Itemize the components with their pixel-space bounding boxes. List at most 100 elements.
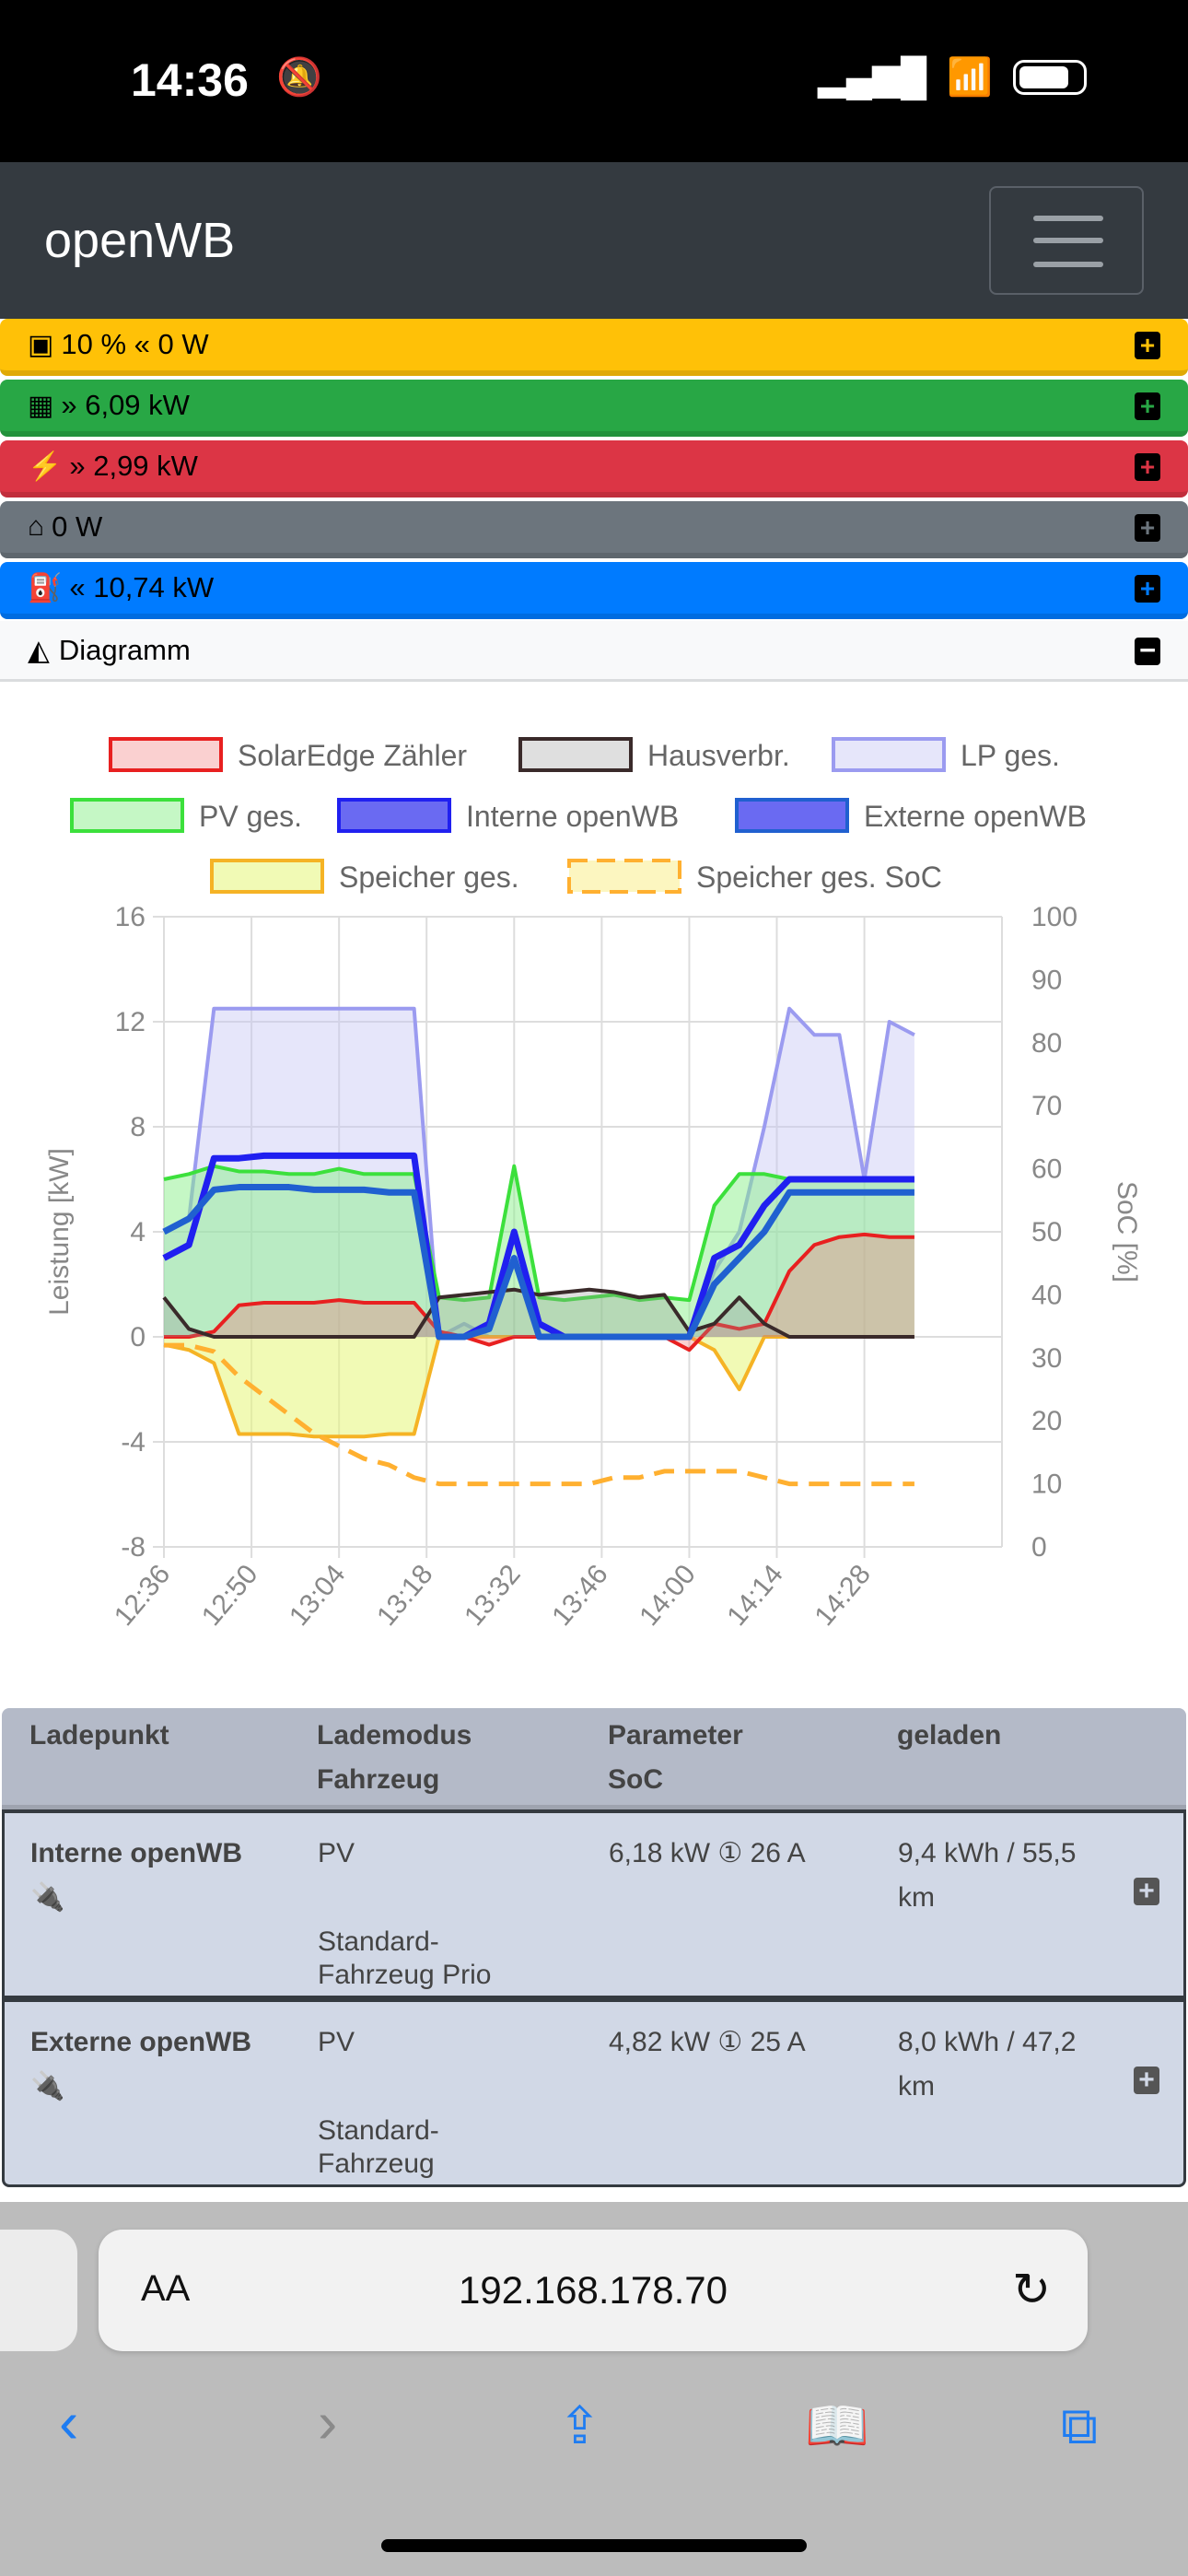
vehicle-line2: Fahrzeug [318,2149,435,2179]
clock: 14:36 [131,54,249,106]
x-tick-label: 13:18 [371,1559,439,1632]
area-pv-ges- [164,1165,914,1337]
y2-tick-label: 50 [1031,1217,1062,1247]
brand[interactable]: openWB [44,213,236,268]
y2-tick-label: 70 [1031,1091,1062,1121]
tabs-icon[interactable]: ⧉ [1061,2396,1098,2454]
legend-label: LP ges. [961,739,1060,772]
expand-plus-icon[interactable]: + [1134,2067,1159,2094]
table-header: Ladepunkt Lademodus Fahrzeug Parameter S… [2,1708,1186,1809]
previous-tab[interactable] [0,2230,77,2351]
reader-settings-button[interactable]: AA [141,2268,191,2309]
parameter: 4,82 kW ① 25 A [609,2027,806,2057]
charge-mode: PV [318,1838,355,1868]
collapse-minus-icon[interactable]: − [1135,636,1160,665]
wifi-icon: 📶 [947,57,993,98]
legend-label: Speicher ges. SoC [696,861,942,894]
url-text[interactable]: 192.168.178.70 [459,2268,728,2312]
expand-plus-icon[interactable]: + [1135,514,1160,542]
x-tick-label: 13:46 [546,1559,614,1632]
table-row[interactable]: Externe openWB 🔌 PV Standard- Fahrzeug 4… [2,1998,1186,2187]
y2-tick-label: 100 [1031,902,1077,932]
expand-plus-icon[interactable]: + [1135,453,1160,481]
expand-plus-icon[interactable]: + [1135,575,1160,603]
silent-bell-icon: 🔕 [276,57,322,98]
power-chart: SolarEdge Zähler Hausverbr. LP ges. PV ges.… [44,737,1142,1632]
charged: 8,0 kWh / 47,2 [898,2027,1077,2057]
vehicle: Standard- [318,1926,439,1957]
signal-icon: ▂▄▆█ [817,56,927,98]
browser-chrome: AA 192.168.178.70 ↻ ‹ › ⇪ 📖 ⧉ [0,2202,1188,2576]
battery-icon [1013,59,1087,95]
y2-tick-label: 90 [1031,965,1062,995]
header-geladen: geladen [897,1720,1002,1751]
y2-tick-label: 40 [1031,1280,1062,1310]
x-tick-label: 14:00 [634,1559,702,1632]
line-hausverbr- [162,1287,914,1339]
status-bar: 14:36 🔕 ▂▄▆█ 📶 [0,0,1188,162]
battery-value: 10 % « 0 W [61,328,209,360]
area-speicher-ges- [164,1337,914,1437]
area-solaredge-z-hler [164,1234,914,1351]
house-row[interactable]: ⌂ 0 W + [0,501,1188,558]
legend-swatch [210,859,324,894]
bookmarks-icon[interactable]: 📖 [805,2396,869,2454]
forward-icon[interactable]: › [318,2389,338,2455]
share-icon[interactable]: ⇪ [558,2396,601,2454]
area-chart-icon: ◭ [28,633,50,666]
charge-mode: PV [318,2027,355,2057]
line-speicher-ges-soc [164,1342,914,1487]
x-tick-label: 14:14 [721,1559,789,1632]
header-soc: SoC [608,1764,663,1795]
battery-row[interactable]: ▣ 10 % « 0 W + [0,319,1188,376]
grid-value: » 2,99 kW [69,450,198,482]
home-indicator [381,2539,807,2552]
legend-swatch [832,737,946,772]
y2-axis-label: SoC [%] [1112,1181,1142,1282]
y2-tick-label: 30 [1031,1343,1062,1374]
chargepoint-table: Ladepunkt Lademodus Fahrzeug Parameter S… [2,1708,1186,2187]
y2-tick-label: 10 [1031,1469,1062,1500]
line-interne-openwb [162,1152,914,1341]
expand-plus-icon[interactable]: + [1134,1878,1159,1905]
address-bar[interactable]: AA 192.168.178.70 ↻ [99,2230,1088,2351]
diagram-header[interactable]: ◭ Diagramm − [0,621,1188,682]
house-value: 0 W [52,510,103,543]
legend-label: Hausverbr. [647,739,790,772]
legend-label: SolarEdge Zähler [238,739,467,772]
y2-tick-label: 80 [1031,1028,1062,1059]
diagram-label: Diagramm [58,633,191,666]
chargepoint-name: Externe openWB [30,2027,252,2057]
table-row[interactable]: Interne openWB 🔌 PV Standard- Fahrzeug P… [2,1809,1186,1998]
grid-row[interactable]: ⚡ » 2,99 kW + [0,440,1188,498]
reload-icon[interactable]: ↻ [1012,2264,1051,2315]
expand-plus-icon[interactable]: + [1135,392,1160,420]
legend-label: Interne openWB [466,800,679,833]
chargepoint-name: Interne openWB [30,1838,242,1868]
menu-toggle-button[interactable] [989,186,1144,295]
charging-station-icon: ⛽ [28,572,63,603]
x-tick-label: 13:32 [459,1559,527,1632]
legend-swatch [735,798,849,833]
expand-plus-icon[interactable]: + [1135,332,1160,359]
pv-value: » 6,09 kW [61,389,190,421]
legend-swatch [70,798,184,833]
y-tick-label: 12 [115,1007,146,1037]
legend-swatch [518,737,633,772]
header-lademodus: Lademodus [317,1720,472,1751]
x-tick-label: 12:50 [196,1559,264,1632]
y-tick-label: 8 [130,1112,146,1142]
charged-unit: km [898,1882,935,1913]
y-axis-label: Leistung [kW] [44,1148,75,1316]
home-icon: ⌂ [28,511,45,542]
back-icon[interactable]: ‹ [59,2389,79,2455]
pv-row[interactable]: ▦ » 6,09 kW + [0,380,1188,437]
line-externe-openwb [162,1184,914,1341]
battery-icon: ▣ [28,329,54,360]
solar-panel-icon: ▦ [28,390,54,421]
vehicle-line2: Fahrzeug Prio [318,1960,492,1990]
y2-tick-label: 20 [1031,1406,1062,1436]
chargepoints-row[interactable]: ⛽ « 10,74 kW + [0,562,1188,619]
x-tick-label: 13:04 [284,1559,352,1632]
y-tick-label: -4 [121,1427,146,1458]
